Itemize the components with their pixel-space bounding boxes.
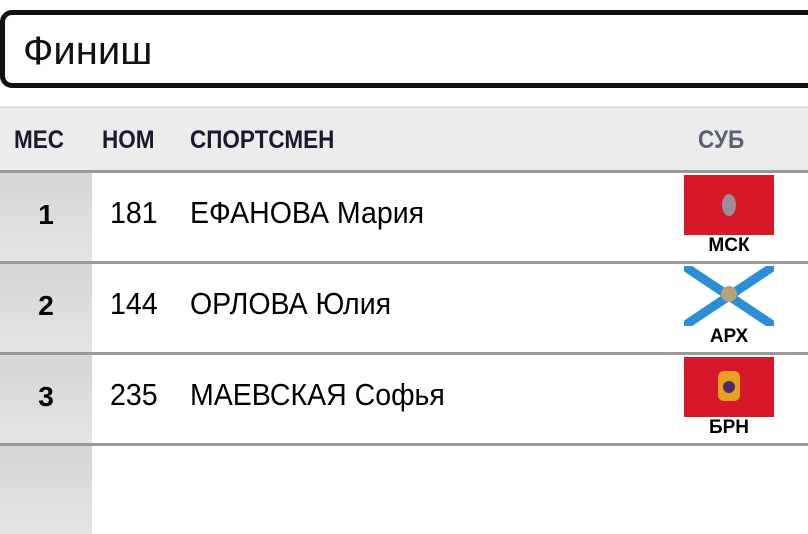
col-region: СУБ [698, 126, 745, 154]
athlete-name: ОРЛОВА Юлия [190, 286, 392, 321]
region-code: БРН [708, 417, 750, 438]
table-row: 2 144 ОРЛОВА Юлия АРХ [0, 261, 808, 352]
table-row: 1 181 ЕФАНОВА Мария МСК [0, 170, 808, 261]
place: 1 [0, 173, 92, 261]
region-code: МСК [708, 235, 750, 256]
athlete-name: МАЕВСКАЯ Софья [190, 377, 445, 412]
table-row [0, 443, 808, 534]
col-place: МЕС [14, 126, 65, 154]
bryansk-flag-icon [684, 357, 774, 417]
place: 3 [0, 355, 92, 443]
page-title: Финиш [23, 29, 153, 73]
col-number: НОМ [102, 126, 155, 154]
moscow-flag-icon [684, 175, 774, 235]
place [0, 446, 92, 534]
bib-number: 235 [110, 377, 158, 412]
place: 2 [0, 264, 92, 352]
col-athlete: СПОРТСМЕН [190, 126, 335, 154]
table-row: 3 235 МАЕВСКАЯ Софья БРН [0, 352, 808, 443]
athlete-name: ЕФАНОВА Мария [190, 195, 425, 230]
region-code: АРХ [709, 326, 749, 347]
bib-number: 181 [110, 195, 158, 230]
table-header: МЕС НОМ СПОРТСМЕН СУБ [0, 106, 808, 172]
arkhangelsk-flag-icon [684, 266, 774, 326]
title-bar: Финиш [0, 10, 808, 88]
bib-number: 144 [110, 286, 158, 321]
